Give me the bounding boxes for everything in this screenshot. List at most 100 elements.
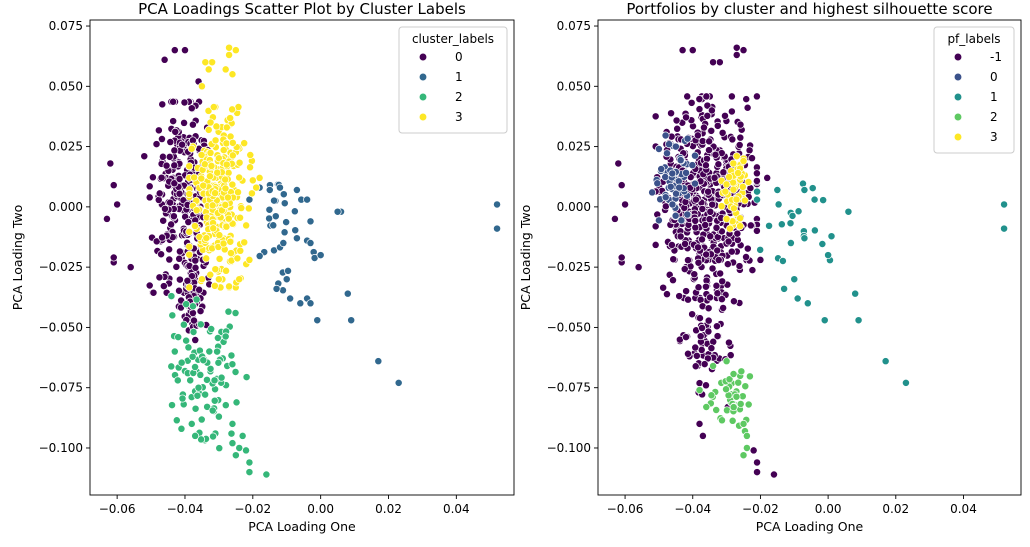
scatter-point xyxy=(753,187,762,196)
scatter-point xyxy=(737,367,746,376)
scatter-point xyxy=(109,181,118,190)
scatter-point xyxy=(722,214,731,223)
legend-marker xyxy=(418,92,428,102)
scatter-point xyxy=(742,444,751,452)
scatter-point xyxy=(246,163,254,172)
scatter-point xyxy=(725,338,733,347)
scatter-point xyxy=(695,105,704,114)
scatter-point xyxy=(752,226,761,235)
scatter-point xyxy=(333,207,342,216)
legend-title: cluster_labels xyxy=(412,32,494,46)
scatter-point xyxy=(698,431,707,440)
scatter-point xyxy=(726,224,734,233)
scatter-point xyxy=(661,193,670,202)
scatter-point xyxy=(712,223,721,232)
scatter-point xyxy=(803,299,812,308)
scatter-point xyxy=(721,111,729,120)
scatter-point xyxy=(180,98,189,107)
scatter-point xyxy=(224,307,233,316)
scatter-point xyxy=(701,161,710,170)
scatter-point xyxy=(286,294,295,303)
scatter-point xyxy=(190,316,198,325)
panel-2: −0.06 −0.04 −0.02 0.00 0.02 0.04 0.075 0.050 0.0… xyxy=(518,0,1022,534)
scatter-point xyxy=(756,255,765,264)
scatter-point xyxy=(694,283,703,292)
scatter-point xyxy=(691,223,700,232)
scatter-point xyxy=(231,46,240,55)
scatter-point xyxy=(394,378,403,387)
scatter-point xyxy=(190,173,199,182)
scatter-point xyxy=(272,284,281,293)
scatter-point xyxy=(175,247,184,256)
legend-entry: -1 xyxy=(990,50,1002,64)
scatter-point xyxy=(765,221,774,230)
scatter-point xyxy=(175,286,183,295)
x-tick-label: 0.00 xyxy=(307,502,334,516)
scatter-point xyxy=(729,403,738,412)
scatter-point xyxy=(279,239,288,247)
plot-frame xyxy=(89,19,515,496)
scatter-point xyxy=(756,245,765,254)
scatter-point xyxy=(197,174,206,183)
scatter-point xyxy=(194,383,203,392)
scatter-point xyxy=(211,265,220,274)
scatter-point xyxy=(702,381,710,390)
scatter-point xyxy=(181,46,189,55)
scatter-point xyxy=(716,269,725,278)
scatter-point xyxy=(227,249,235,258)
scatter-point xyxy=(242,373,251,382)
scatter-point xyxy=(672,116,681,125)
scatter-point xyxy=(157,250,166,259)
scatter-point xyxy=(228,180,237,189)
scatter-point xyxy=(103,214,111,223)
scatter-point xyxy=(1000,200,1009,209)
scatter-point xyxy=(192,206,201,215)
scatter-point xyxy=(224,168,233,177)
y-tick-label: 0.025 xyxy=(49,140,83,154)
scatter-point xyxy=(675,183,684,192)
scatter-point xyxy=(718,416,726,425)
x-tick-label: −0.04 xyxy=(167,502,204,516)
scatter-point xyxy=(752,169,761,178)
scatter-point xyxy=(672,189,681,198)
scatter-point xyxy=(684,295,692,304)
y-tick-label: 0.025 xyxy=(557,140,591,154)
scatter-point xyxy=(739,157,748,165)
scatter-point xyxy=(246,151,255,159)
scatter-point xyxy=(668,200,677,209)
scatter-point xyxy=(191,256,200,265)
scatter-point xyxy=(224,214,233,223)
scatter-point xyxy=(227,429,236,438)
scatter-point xyxy=(214,412,223,421)
scatter-point xyxy=(741,382,750,391)
scatter-point xyxy=(654,216,663,225)
scatter-point xyxy=(729,159,738,168)
scatter-point xyxy=(695,95,704,104)
scatter-point xyxy=(780,284,789,293)
y-tick-label: −0.050 xyxy=(39,320,83,334)
scatter-point xyxy=(313,316,322,325)
scatter-point xyxy=(493,224,501,233)
scatter-point xyxy=(183,276,192,285)
scatter-point xyxy=(671,211,680,220)
scatter-point xyxy=(763,173,772,182)
scatter-point xyxy=(185,227,194,236)
scatter-point xyxy=(723,406,731,415)
y-tick-label: −0.025 xyxy=(547,260,591,274)
scatter-point xyxy=(718,128,727,137)
scatter-point xyxy=(725,375,734,384)
y-tick-label: −0.025 xyxy=(39,260,83,274)
scatter-point xyxy=(175,254,184,263)
scatter-point xyxy=(201,58,210,67)
scatter-point xyxy=(235,173,244,182)
scatter-point xyxy=(231,368,240,376)
chart-title: Portfolios by cluster and highest silhou… xyxy=(626,0,992,18)
y-tick-label: −0.075 xyxy=(39,381,83,395)
scatter-point xyxy=(736,214,745,223)
scatter-point xyxy=(145,281,154,290)
scatter-point xyxy=(676,232,685,241)
scatter-point xyxy=(851,289,860,298)
scatter-point xyxy=(621,200,630,209)
scatter-point xyxy=(728,416,737,425)
x-tick-label: −0.04 xyxy=(674,502,711,516)
